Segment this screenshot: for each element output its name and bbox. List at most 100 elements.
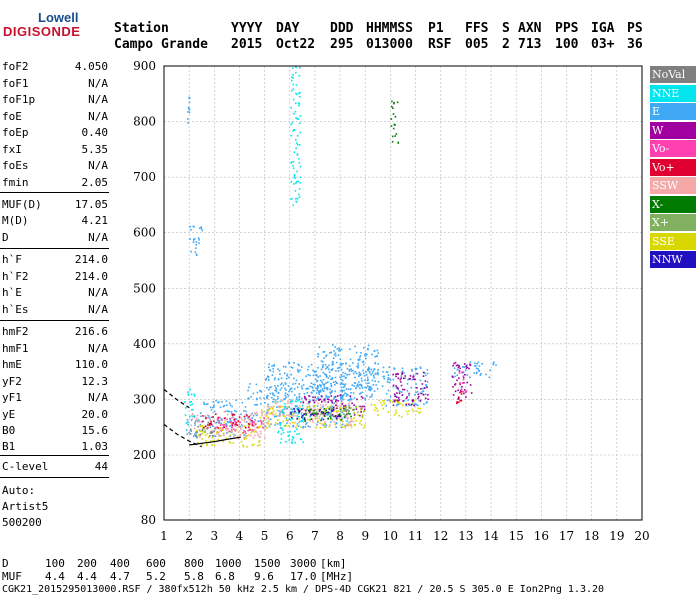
- echo-point: [271, 413, 274, 415]
- echo-point: [226, 429, 228, 431]
- echo-point: [285, 378, 288, 380]
- echo-point: [307, 374, 310, 376]
- echo-point: [405, 397, 408, 400]
- x-tick-label: 20: [634, 529, 649, 543]
- echo-point: [412, 400, 414, 403]
- param-value: N/A: [88, 342, 108, 355]
- echo-point: [190, 430, 193, 432]
- echo-point: [193, 416, 196, 418]
- echo-point: [462, 378, 465, 381]
- echo-point: [188, 431, 190, 434]
- echo-point: [285, 417, 288, 419]
- echo-point: [268, 363, 270, 365]
- echo-point: [280, 438, 283, 440]
- echo-point: [344, 392, 346, 394]
- echo-point: [300, 412, 303, 414]
- echo-point: [267, 379, 270, 381]
- echo-point: [240, 428, 242, 431]
- echo-point: [234, 429, 237, 432]
- echo-point: [220, 427, 222, 429]
- echo-point: [251, 419, 253, 422]
- echo-point: [329, 424, 331, 426]
- echo-point: [462, 376, 465, 379]
- echo-point: [413, 399, 416, 402]
- echo-point: [306, 402, 309, 405]
- echo-point: [339, 405, 341, 407]
- echo-point: [269, 369, 272, 372]
- echo-point: [272, 392, 274, 395]
- echo-point: [341, 396, 344, 399]
- echo-point: [237, 420, 240, 422]
- param-value: 110.0: [74, 358, 108, 371]
- echo-point: [323, 414, 326, 416]
- echo-point: [344, 424, 347, 427]
- echo-point: [364, 397, 366, 400]
- echo-point: [298, 75, 301, 77]
- x-tick-label: 18: [584, 529, 599, 543]
- echo-point: [323, 399, 325, 401]
- echo-point: [190, 419, 193, 421]
- echo-point: [290, 416, 293, 419]
- echo-point: [238, 421, 240, 423]
- echo-point: [298, 393, 301, 395]
- echo-point: [250, 431, 253, 434]
- echo-point: [364, 424, 366, 427]
- echo-point: [360, 420, 362, 422]
- echo-point: [271, 396, 273, 399]
- echo-point: [408, 404, 411, 407]
- echo-point: [314, 396, 316, 399]
- echo-point: [332, 363, 335, 365]
- echo-point: [395, 375, 397, 378]
- muf-label: MUF: [2, 570, 22, 583]
- echo-point: [259, 420, 261, 422]
- echo-point: [318, 391, 320, 394]
- echo-point: [321, 401, 323, 403]
- echo-point: [298, 96, 301, 98]
- echo-point: [345, 405, 347, 408]
- echo-point: [294, 111, 297, 113]
- echo-point: [366, 382, 368, 385]
- echo-point: [350, 370, 353, 372]
- echo-point: [350, 392, 352, 394]
- echo-point: [392, 384, 395, 387]
- echo-point: [373, 350, 376, 353]
- echo-point: [349, 397, 352, 399]
- echo-point: [341, 390, 343, 393]
- echo-point: [348, 404, 351, 406]
- echo-point: [353, 382, 356, 384]
- echo-point: [334, 423, 336, 426]
- panel-divider: [0, 248, 109, 249]
- echo-point: [391, 401, 394, 404]
- echo-point: [199, 423, 202, 426]
- echo-point: [210, 423, 213, 426]
- echo-point: [303, 413, 305, 416]
- echo-point: [343, 386, 345, 389]
- echo-point: [329, 415, 331, 418]
- echo-point: [395, 387, 398, 389]
- echo-point: [327, 401, 329, 403]
- echo-point: [269, 418, 272, 421]
- echo-point: [211, 434, 214, 437]
- echo-point: [187, 111, 189, 113]
- echo-point: [276, 415, 279, 417]
- echo-point: [417, 393, 420, 396]
- echo-point: [249, 418, 252, 421]
- echo-point: [251, 424, 254, 426]
- echo-point: [206, 432, 209, 435]
- echo-point: [357, 385, 360, 388]
- echo-point: [231, 405, 233, 408]
- echo-point: [201, 429, 203, 432]
- echo-point: [365, 386, 368, 389]
- x-tick-label: 16: [534, 529, 549, 543]
- echo-point: [225, 437, 227, 440]
- echo-point: [424, 397, 427, 400]
- echo-point: [393, 393, 396, 396]
- echo-point: [339, 414, 342, 417]
- echo-point: [419, 399, 422, 402]
- echo-point: [365, 371, 367, 373]
- echo-point: [308, 395, 310, 397]
- echo-point: [295, 182, 297, 184]
- echo-point: [327, 406, 329, 408]
- echo-point: [319, 391, 322, 393]
- echo-point: [209, 435, 211, 437]
